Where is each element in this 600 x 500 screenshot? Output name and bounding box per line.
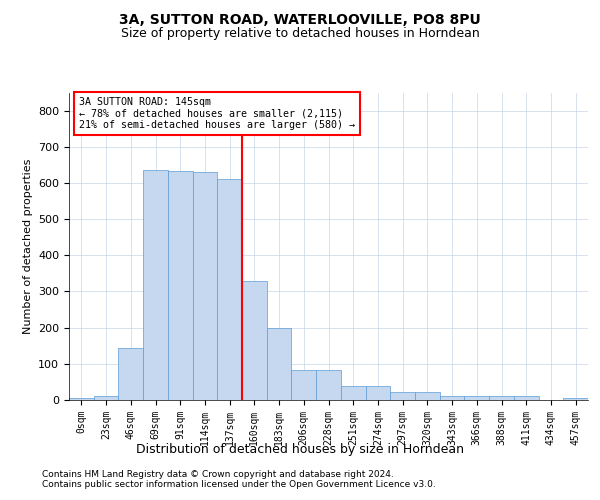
- Bar: [415, 392, 440, 400]
- Bar: [242, 280, 267, 400]
- Bar: [489, 396, 514, 400]
- Bar: [464, 396, 489, 400]
- Bar: [292, 370, 316, 400]
- Y-axis label: Number of detached properties: Number of detached properties: [23, 158, 32, 334]
- Bar: [341, 386, 365, 400]
- Text: 3A SUTTON ROAD: 145sqm
← 78% of detached houses are smaller (2,115)
21% of semi-: 3A SUTTON ROAD: 145sqm ← 78% of detached…: [79, 97, 355, 130]
- Text: 3A, SUTTON ROAD, WATERLOOVILLE, PO8 8PU: 3A, SUTTON ROAD, WATERLOOVILLE, PO8 8PU: [119, 12, 481, 26]
- Bar: [365, 386, 390, 400]
- Bar: [440, 396, 464, 400]
- Bar: [118, 348, 143, 400]
- Bar: [94, 396, 118, 400]
- Bar: [514, 396, 539, 400]
- Text: Contains HM Land Registry data © Crown copyright and database right 2024.: Contains HM Land Registry data © Crown c…: [42, 470, 394, 479]
- Bar: [143, 170, 168, 400]
- Bar: [390, 392, 415, 400]
- Bar: [217, 180, 242, 400]
- Bar: [316, 370, 341, 400]
- Bar: [563, 398, 588, 400]
- Bar: [69, 398, 94, 400]
- Text: Contains public sector information licensed under the Open Government Licence v3: Contains public sector information licen…: [42, 480, 436, 489]
- Text: Size of property relative to detached houses in Horndean: Size of property relative to detached ho…: [121, 28, 479, 40]
- Bar: [193, 172, 217, 400]
- Bar: [168, 172, 193, 400]
- Text: Distribution of detached houses by size in Horndean: Distribution of detached houses by size …: [136, 442, 464, 456]
- Bar: [267, 328, 292, 400]
